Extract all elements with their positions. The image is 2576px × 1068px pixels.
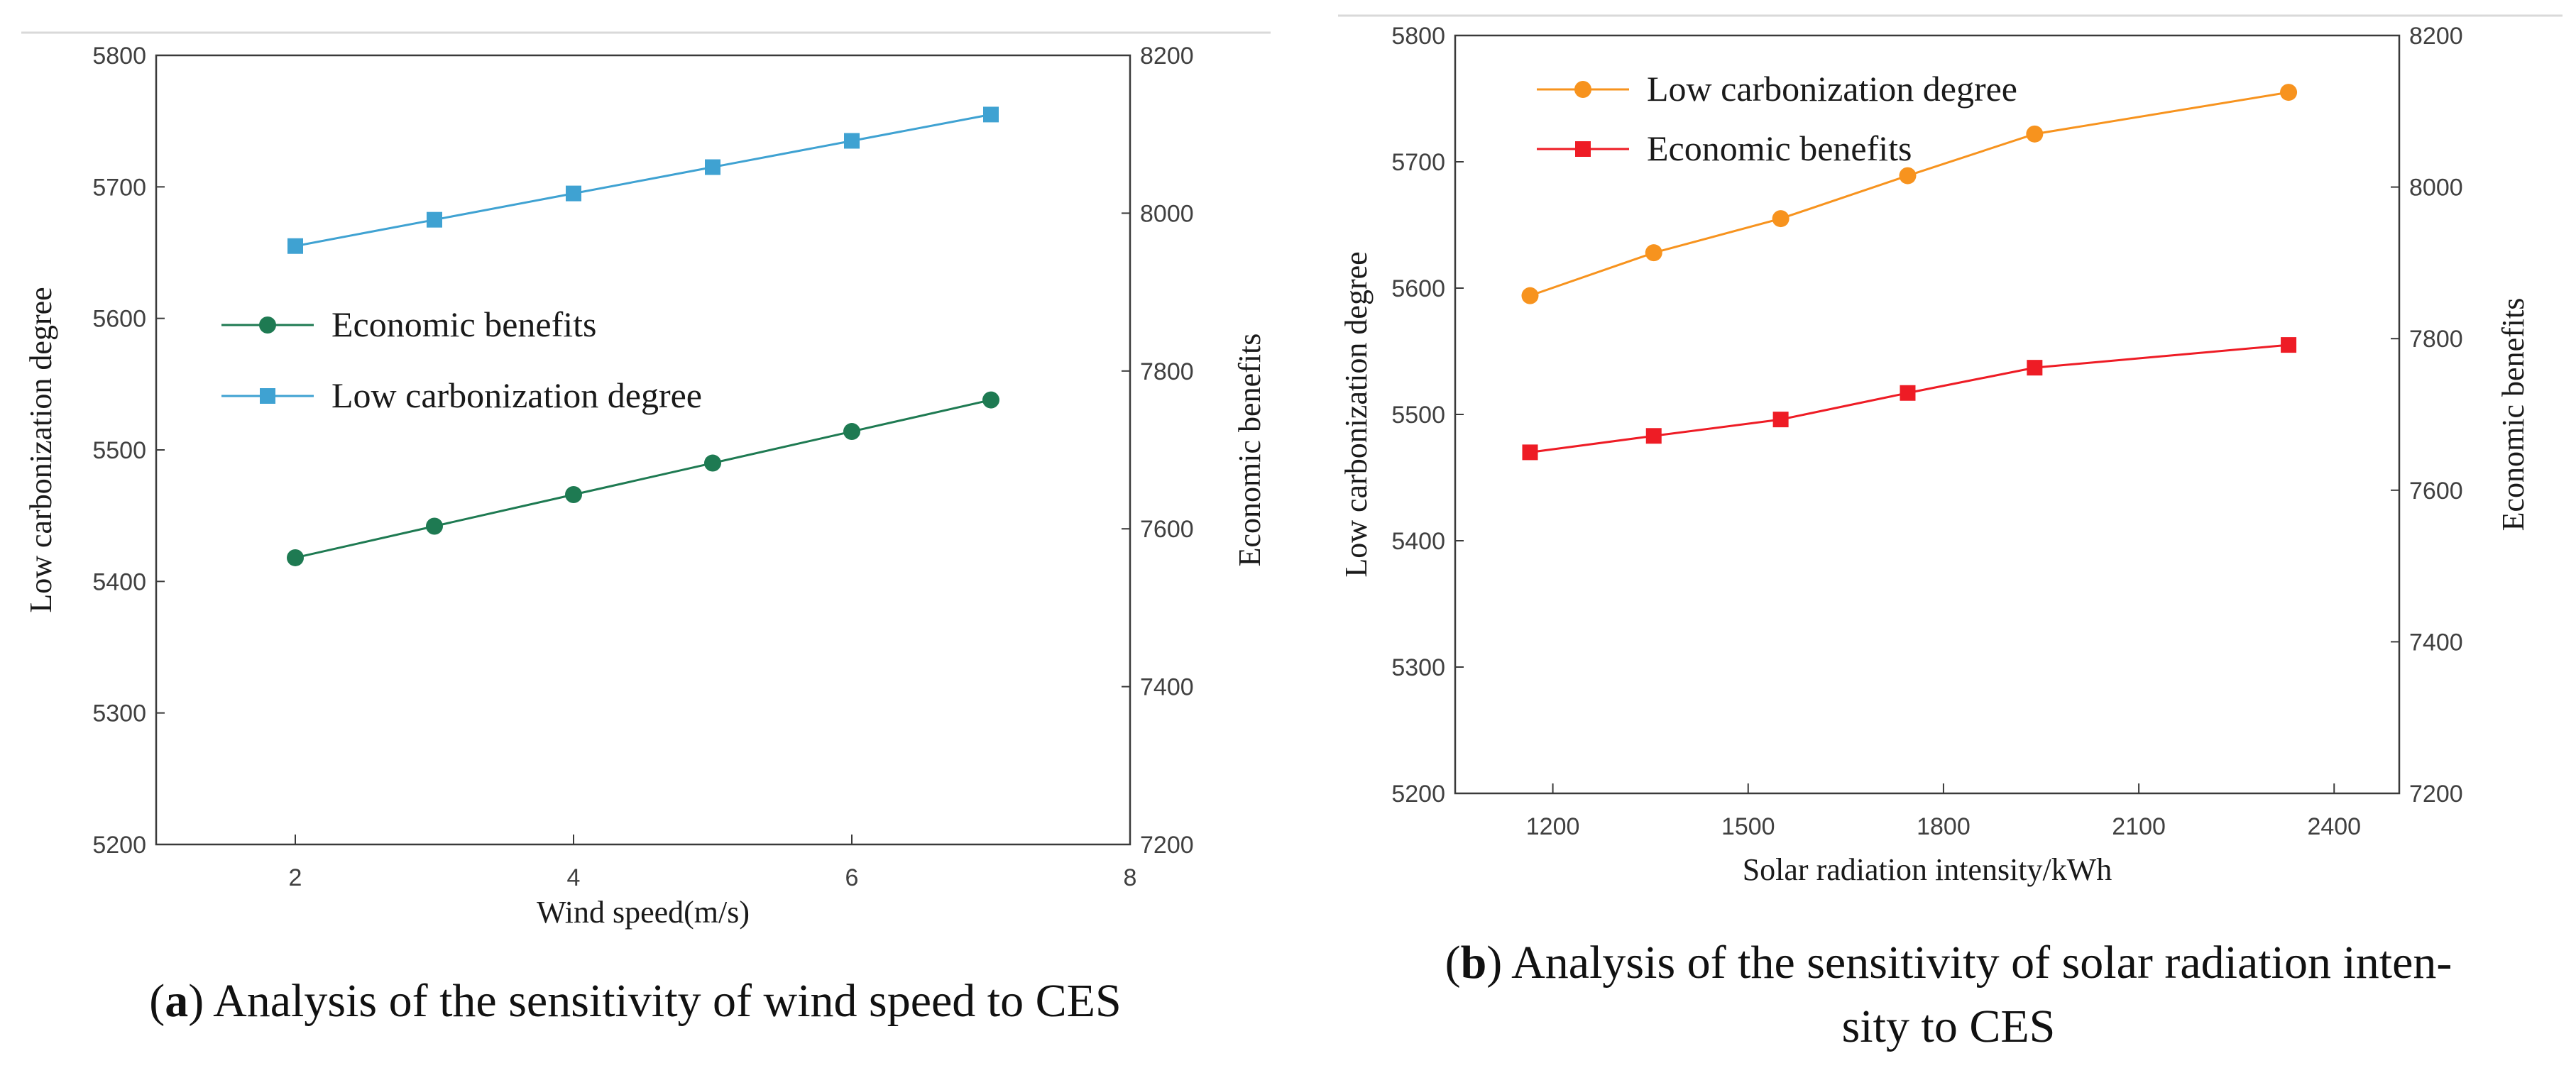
data-point [427, 211, 442, 228]
y-right-tick-label: 8200 [1140, 43, 1194, 70]
data-point [1645, 244, 1662, 262]
x-tick-label: 2100 [2112, 813, 2166, 840]
y-left-tick-label: 5700 [1391, 149, 1445, 176]
x-axis-label: Wind speed(m/s) [537, 895, 750, 930]
y-left-tick-label: 5800 [1391, 23, 1445, 50]
data-point [2026, 125, 2044, 143]
legend-label: Economic benefits [331, 304, 597, 344]
y-left-tick-label: 5600 [92, 306, 146, 333]
data-point [287, 549, 304, 566]
x-tick-label: 6 [845, 864, 859, 891]
plot-frame [155, 54, 1131, 846]
legend-marker [260, 388, 275, 404]
series-line-0 [1529, 91, 2289, 297]
y-right-axis-label: Economic benefits [1232, 334, 1267, 567]
caption-text: ) Analysis of the sensitivity of solar r… [1486, 937, 2452, 989]
x-axis-label: Solar radiation intensity/kWh [1743, 852, 2112, 887]
data-point [2280, 84, 2298, 101]
data-point [426, 517, 443, 535]
data-point [1521, 287, 1539, 304]
chart-b: 5200 5300 5400 5500 5600 5700 5800 7200 7400 7600… [1339, 23, 2531, 1052]
x-tick-label: 1800 [1917, 813, 1971, 840]
y-right-axis-label: Economic benefits [2496, 298, 2531, 532]
legend-label: Economic benefits [1647, 128, 1912, 168]
y-left-tick-label: 5200 [1391, 781, 1445, 808]
data-point [843, 423, 860, 441]
data-point [566, 185, 581, 202]
y-right-tick-label: 7200 [2409, 781, 2463, 808]
caption-open: ( [149, 975, 165, 1027]
caption-letter: b [1461, 937, 1487, 989]
caption-line-2: sity to CES [1842, 1001, 2056, 1052]
y-left-tick-label: 5200 [92, 832, 146, 859]
y-right-tick-label: 7400 [2409, 629, 2463, 656]
y-right-tick-label: 8000 [1140, 200, 1194, 227]
y-left-tick-label: 5300 [1391, 654, 1445, 681]
data-point [844, 133, 860, 149]
y-left-axis-label: Low carbonization degree [1339, 251, 1374, 577]
y-right-tick-label: 7400 [1140, 674, 1194, 701]
data-point [2281, 337, 2297, 353]
legend-label: Low carbonization degree [331, 375, 702, 415]
x-tick-label: 1200 [1526, 813, 1580, 840]
y-left-tick-label: 5400 [92, 568, 146, 595]
x-tick-label: 4 [567, 864, 581, 891]
data-point [1900, 385, 1916, 401]
y-right-tick-label: 7800 [2409, 326, 2463, 353]
y-left-axis-label: Low carbonization degree [23, 287, 58, 612]
data-point [1645, 428, 1662, 444]
data-point [1899, 167, 1917, 185]
legend-marker [1574, 81, 1591, 98]
data-point [982, 391, 999, 409]
data-point [705, 159, 720, 175]
y-right-tick-label: 8000 [2409, 175, 2463, 202]
data-point [2027, 360, 2043, 376]
y-left-tick-label: 5500 [1391, 402, 1445, 429]
data-point [704, 454, 721, 472]
y-right-tick-label: 7600 [1140, 516, 1194, 543]
data-point [287, 238, 303, 254]
caption-line-1: (b) Analysis of the sensitivity of solar… [1445, 937, 2452, 989]
y-right-tick-label: 8200 [2409, 23, 2463, 50]
x-tick-label: 2400 [2307, 813, 2361, 840]
y-left-tick-label: 5300 [92, 700, 146, 727]
x-tick-label: 1500 [1721, 813, 1775, 840]
series-line-1 [1530, 343, 2289, 453]
x-tick-label: 8 [1124, 864, 1137, 891]
series-line-0 [295, 399, 992, 559]
series-line-1 [295, 113, 992, 248]
chart-a: 5200 5300 5400 5500 5600 5700 5800 7200 7400 7600… [23, 43, 1267, 1027]
data-point [1522, 444, 1538, 461]
caption-letter: a [165, 975, 188, 1027]
data-point [1772, 210, 1790, 228]
caption-open: ( [1445, 937, 1461, 989]
data-point [1772, 412, 1789, 428]
caption-line-1: (a) Analysis of the sensitivity of wind … [149, 975, 1121, 1027]
y-left-tick-label: 5700 [92, 174, 146, 201]
data-point [565, 486, 582, 504]
caption-text: ) Analysis of the sensitivity of wind sp… [188, 975, 1121, 1027]
y-right-tick-label: 7200 [1140, 832, 1194, 859]
legend-label: Low carbonization degree [1647, 69, 2017, 109]
y-left-tick-label: 5800 [92, 43, 146, 70]
y-left-tick-label: 5500 [92, 437, 146, 464]
x-tick-label: 2 [289, 864, 302, 891]
legend-marker [259, 316, 276, 334]
y-left-tick-label: 5600 [1391, 275, 1445, 302]
y-right-tick-label: 7800 [1140, 358, 1194, 385]
legend-marker [1575, 141, 1591, 157]
y-right-tick-label: 7600 [2409, 478, 2463, 505]
y-left-tick-label: 5400 [1391, 528, 1445, 555]
data-point [983, 106, 999, 123]
